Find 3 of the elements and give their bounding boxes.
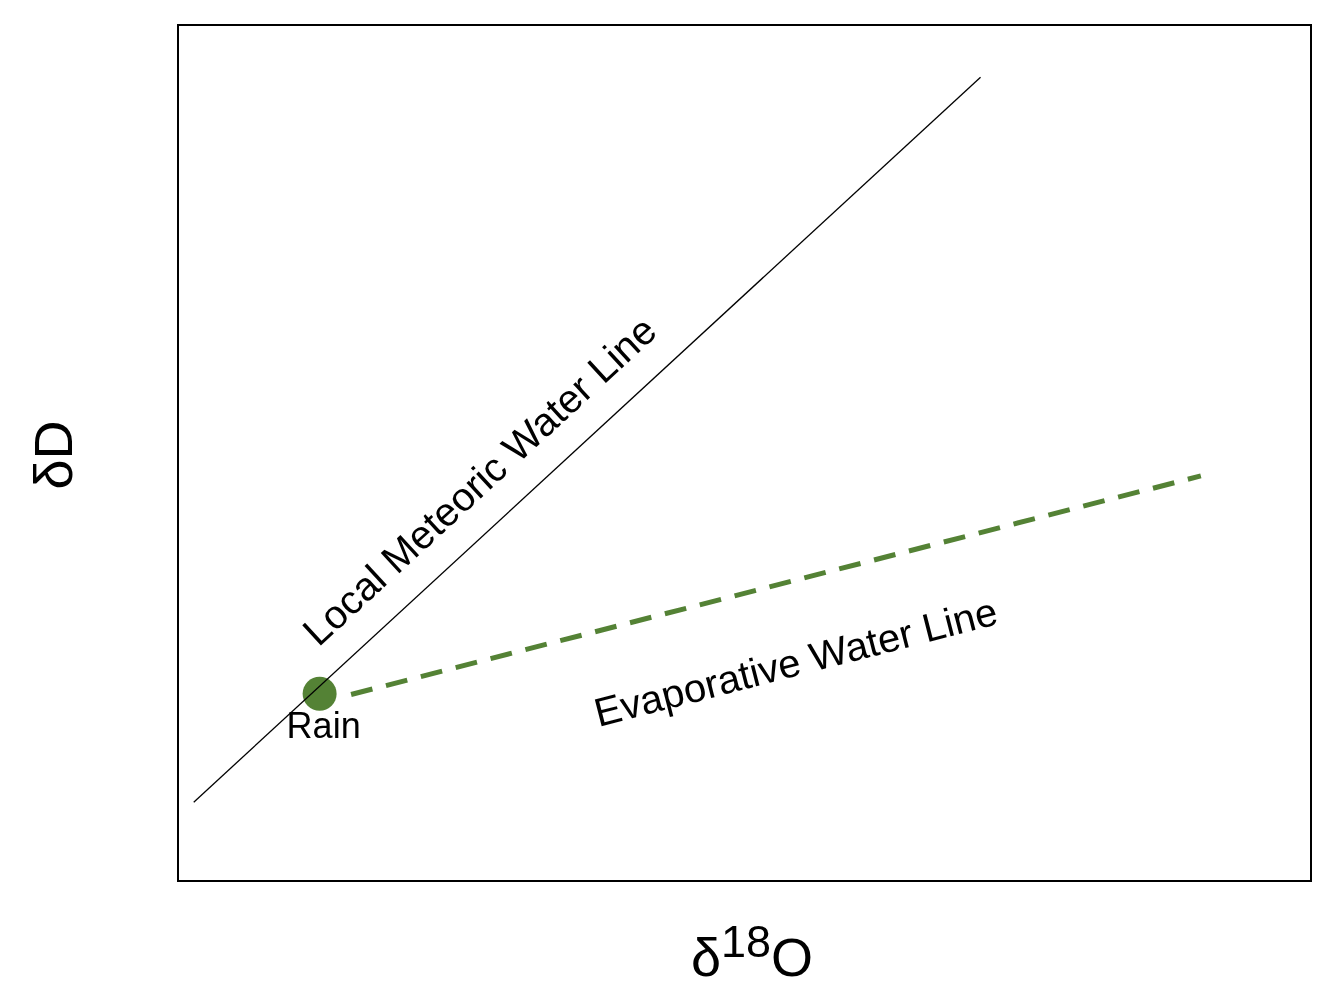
series-label: Rain	[286, 704, 361, 746]
y-axis-title: δD	[22, 419, 84, 490]
x-axis-title: δ$^{18}$O	[689, 915, 815, 989]
